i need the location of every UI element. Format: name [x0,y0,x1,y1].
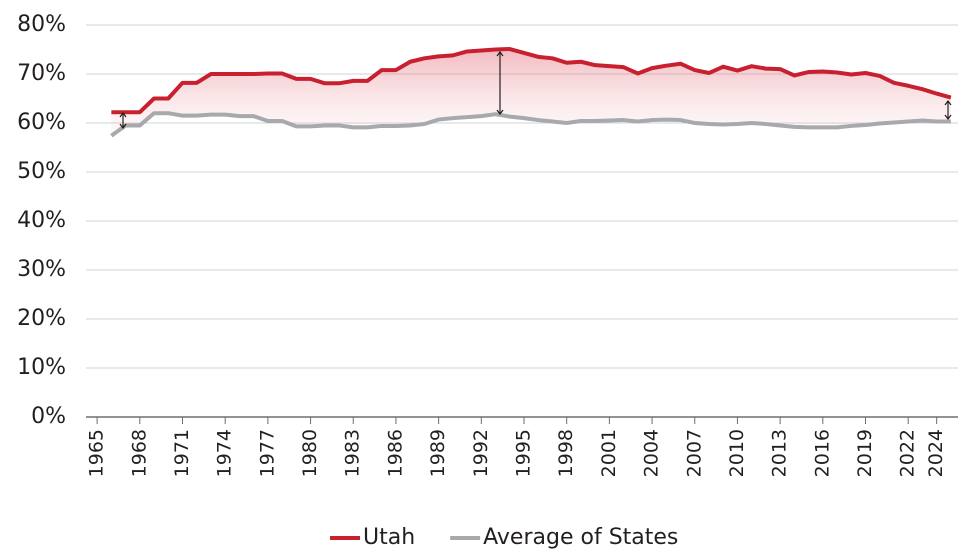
x-tick-label: 1995 [513,429,535,477]
lines-layer [110,47,952,138]
y-tick-label: 80% [17,12,66,37]
x-tick-label: 2004 [641,429,663,477]
x-tick-label: 2019 [854,429,876,477]
x-tick-label: 2013 [769,429,791,477]
y-tick-label: 30% [17,257,66,282]
y-tick-label: 0% [31,404,66,429]
series-line [110,111,951,138]
y-tick-label: 70% [17,61,66,86]
x-tick-label: 1965 [86,429,108,477]
x-tick-label: 1971 [171,429,193,477]
x-tick-label: 2007 [683,429,705,477]
x-tick-label: 2016 [811,429,833,477]
x-tick-label: 2010 [726,429,748,477]
y-tick-label: 20% [17,306,66,331]
y-tick-label: 10% [17,355,66,380]
series-line [111,47,952,115]
y-tick-label: 50% [17,159,66,184]
axes: 0% 10% 20% 30% 40% 50% 60% 70% 80% 1965 1968 1971 19… [17,12,958,477]
arrow-heads [496,51,504,115]
x-tick-label: 1980 [299,429,321,477]
legend-label: Average of States [483,525,678,550]
x-tick-label: 2001 [598,429,620,477]
x-tick-label: 2022 [897,429,919,477]
y-tick-label: 60% [17,110,66,135]
legend-label: Utah [363,525,415,550]
arrow-heads [944,100,952,120]
x-tick-label: 1986 [384,429,406,477]
annotations [119,51,952,129]
legend: Utah Average of States [330,525,678,550]
arrow-heads [119,112,127,129]
x-tick-label: 1989 [427,429,449,477]
x-tick-label: 1992 [470,429,492,477]
x-tick-label: 2024 [925,429,947,477]
gap-arrow [119,51,952,129]
x-tick-label: 1998 [555,429,577,477]
y-tick-label: 40% [17,208,66,233]
x-tick-label: 1968 [128,429,150,477]
x-tick-label: 1974 [214,429,236,477]
x-tick-label: 1983 [342,429,364,477]
x-tick-label: 1977 [256,429,278,477]
